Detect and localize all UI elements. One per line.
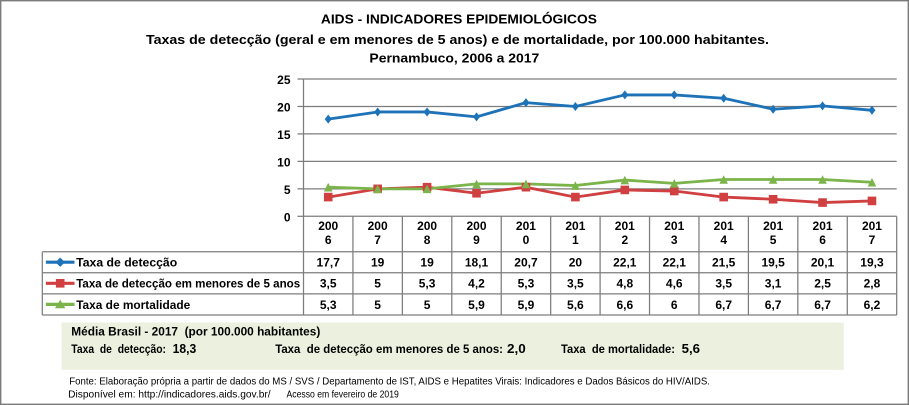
svg-text:25: 25 <box>277 73 291 87</box>
svg-text:22,1: 22,1 <box>663 256 687 270</box>
svg-text:201: 201 <box>516 219 536 233</box>
svg-text:6,2: 6,2 <box>864 298 881 312</box>
svg-text:201: 201 <box>615 219 635 233</box>
svg-text:201: 201 <box>664 219 684 233</box>
svg-text:8: 8 <box>424 233 431 247</box>
svg-text:0: 0 <box>523 233 530 247</box>
svg-text:3,5: 3,5 <box>320 277 337 291</box>
svg-text:1: 1 <box>572 233 579 247</box>
svg-text:Taxas de detecção (geral e em: Taxas de detecção (geral e em menores de… <box>146 32 769 47</box>
svg-text:5,3: 5,3 <box>419 277 436 291</box>
svg-text:9: 9 <box>473 233 480 247</box>
svg-text:20,1: 20,1 <box>811 256 835 270</box>
svg-text:6,7: 6,7 <box>765 298 782 312</box>
svg-text:Disponível em: http://indicado: Disponível em: http://indicadores.aids.g… <box>68 390 271 401</box>
svg-text:3,1: 3,1 <box>765 277 782 291</box>
svg-text:Taxa de mortalidade:: Taxa de mortalidade: <box>561 344 675 356</box>
svg-text:201: 201 <box>763 219 783 233</box>
svg-text:201: 201 <box>813 219 833 233</box>
svg-text:AIDS - INDICADORES EPIDEMIOLÓG: AIDS - INDICADORES EPIDEMIOLÓGICOS <box>321 12 597 27</box>
svg-text:6: 6 <box>671 298 678 312</box>
svg-text:Taxa de detecção: Taxa de detecção <box>76 256 177 270</box>
svg-text:5,6: 5,6 <box>682 341 700 356</box>
svg-text:5: 5 <box>424 298 431 312</box>
svg-text:200: 200 <box>318 219 338 233</box>
svg-text:5: 5 <box>374 277 381 291</box>
svg-text:Média Brasil - 2017 (por 100.: Média Brasil - 2017 (por 100.000 habitan… <box>71 327 320 339</box>
svg-text:2,0: 2,0 <box>507 341 526 356</box>
svg-text:Taxa de detecção em menores d: Taxa de detecção em menores de 5 anos: <box>275 344 503 356</box>
svg-text:5: 5 <box>374 298 381 312</box>
svg-text:15: 15 <box>277 128 291 142</box>
svg-text:7: 7 <box>374 233 381 247</box>
svg-text:5,3: 5,3 <box>518 277 535 291</box>
svg-text:200: 200 <box>417 219 437 233</box>
svg-text:18,3: 18,3 <box>173 341 197 356</box>
svg-text:22,1: 22,1 <box>613 256 637 270</box>
svg-text:21,5: 21,5 <box>712 256 736 270</box>
svg-text:19,5: 19,5 <box>761 256 785 270</box>
svg-text:19,3: 19,3 <box>860 256 884 270</box>
svg-text:5,9: 5,9 <box>468 298 485 312</box>
svg-text:7: 7 <box>869 233 876 247</box>
svg-text:5: 5 <box>770 233 777 247</box>
svg-text:2,5: 2,5 <box>814 277 831 291</box>
svg-text:19: 19 <box>420 256 434 270</box>
svg-text:6: 6 <box>819 233 826 247</box>
svg-text:6,6: 6,6 <box>616 298 633 312</box>
svg-text:3,5: 3,5 <box>567 277 584 291</box>
svg-text:5: 5 <box>284 183 291 197</box>
svg-text:20,7: 20,7 <box>514 256 538 270</box>
svg-text:6: 6 <box>325 233 332 247</box>
svg-text:201: 201 <box>565 219 585 233</box>
svg-text:6,7: 6,7 <box>715 298 732 312</box>
svg-text:Pernambuco, 2006 a 2017: Pernambuco, 2006 a 2017 <box>369 51 539 66</box>
svg-text:200: 200 <box>368 219 388 233</box>
svg-text:20: 20 <box>277 100 291 114</box>
svg-text:4,8: 4,8 <box>616 277 633 291</box>
svg-text:18,1: 18,1 <box>465 256 489 270</box>
svg-text:4,6: 4,6 <box>666 277 683 291</box>
svg-text:0: 0 <box>284 210 291 224</box>
svg-text:201: 201 <box>862 219 882 233</box>
svg-text:3: 3 <box>671 233 678 247</box>
svg-text:2,8: 2,8 <box>864 277 881 291</box>
svg-text:20: 20 <box>569 256 583 270</box>
svg-text:Taxa de detecção em menores de: Taxa de detecção em menores de 5 anos <box>76 277 300 291</box>
svg-text:200: 200 <box>467 219 487 233</box>
svg-text:5,6: 5,6 <box>567 298 584 312</box>
svg-text:Fonte: Elaboração própria a pa: Fonte: Elaboração própria a partir de da… <box>69 377 710 388</box>
svg-text:19: 19 <box>371 256 385 270</box>
svg-text:Acesso em fevereiro de 2019: Acesso em fevereiro de 2019 <box>287 390 399 401</box>
svg-text:4: 4 <box>720 233 727 247</box>
svg-text:Taxa de mortalidade: Taxa de mortalidade <box>76 298 190 312</box>
svg-text:3,5: 3,5 <box>715 277 732 291</box>
svg-text:5,3: 5,3 <box>320 298 337 312</box>
svg-text:201: 201 <box>714 219 734 233</box>
svg-text:17,7: 17,7 <box>317 256 341 270</box>
svg-text:4,2: 4,2 <box>468 277 485 291</box>
svg-text:2: 2 <box>621 233 628 247</box>
svg-text:5,9: 5,9 <box>518 298 535 312</box>
svg-text:10: 10 <box>277 155 291 169</box>
svg-text:Taxa de detecção:: Taxa de detecção: <box>71 344 166 356</box>
svg-text:6,7: 6,7 <box>814 298 831 312</box>
